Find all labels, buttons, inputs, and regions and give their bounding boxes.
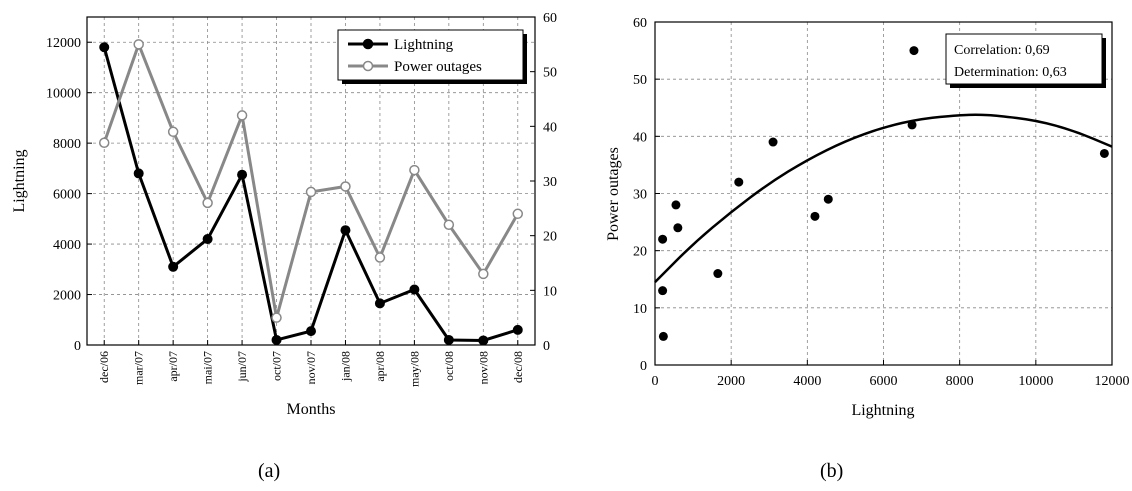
outages-point bbox=[305, 186, 317, 198]
lightning-point bbox=[133, 168, 144, 179]
lightning-point bbox=[271, 334, 282, 345]
lightning-point bbox=[237, 169, 248, 180]
x-tick-label: 10000 bbox=[1018, 374, 1053, 389]
x-tick-label: nov/08 bbox=[476, 351, 490, 384]
outages-point bbox=[167, 126, 179, 138]
scatter-point bbox=[907, 120, 917, 130]
outages-point bbox=[443, 219, 455, 230]
legend-label: Power outages bbox=[394, 59, 482, 75]
scatter-point bbox=[810, 211, 820, 221]
y-axis-title: Power outages bbox=[605, 147, 622, 241]
scatter-point bbox=[909, 46, 919, 56]
scatter-point bbox=[658, 234, 668, 244]
lightning-point bbox=[340, 225, 351, 236]
scatter-point bbox=[673, 223, 683, 233]
scatter-point bbox=[734, 177, 744, 187]
scatter-point bbox=[1099, 148, 1109, 158]
y-tick-label: 2000 bbox=[53, 289, 81, 304]
lightning-point bbox=[409, 284, 420, 295]
y2-tick-label: 30 bbox=[543, 175, 557, 190]
y-tick-label: 0 bbox=[640, 359, 647, 374]
lightning-point bbox=[478, 335, 489, 346]
legend-label: Lightning bbox=[394, 37, 454, 53]
y-tick-label: 10000 bbox=[46, 87, 81, 102]
x-tick-label: 2000 bbox=[717, 374, 745, 389]
caption-a: (a) bbox=[258, 460, 281, 482]
outages-point bbox=[512, 208, 524, 220]
legend-box bbox=[337, 29, 524, 81]
y-tick-label: 20 bbox=[633, 245, 647, 260]
y-tick-label: 12000 bbox=[46, 36, 81, 51]
y-tick-label: 4000 bbox=[53, 238, 81, 253]
lightning-point bbox=[202, 234, 213, 245]
lightning-point bbox=[306, 326, 316, 337]
x-tick-label: 8000 bbox=[946, 374, 974, 389]
scatter-point bbox=[671, 200, 681, 210]
x-tick-label: nov/07 bbox=[304, 351, 318, 384]
outages-point bbox=[236, 110, 248, 121]
lightning-point bbox=[512, 324, 523, 335]
scatter-point bbox=[823, 194, 833, 204]
y-tick-label: 8000 bbox=[53, 137, 81, 152]
lightning-point bbox=[443, 334, 454, 345]
x-tick-label: 12000 bbox=[1095, 374, 1130, 389]
outages-point bbox=[202, 197, 213, 209]
x-axis-title: Months bbox=[287, 401, 336, 418]
outages-point bbox=[271, 312, 282, 323]
outages-point bbox=[478, 268, 489, 280]
outages-point bbox=[374, 252, 386, 263]
trend-curve bbox=[654, 113, 1113, 283]
lightning-point bbox=[168, 261, 179, 272]
correlation-label: Correlation: 0,69 bbox=[954, 43, 1050, 58]
y-tick-label: 60 bbox=[633, 16, 647, 31]
x-tick-label: mai/07 bbox=[201, 351, 215, 384]
x-tick-label: mar/07 bbox=[132, 351, 146, 385]
x-tick-label: 4000 bbox=[793, 374, 821, 389]
y-tick-label: 10 bbox=[633, 302, 647, 317]
determination-label: Determination: 0,63 bbox=[954, 65, 1067, 80]
x-tick-label: apr/07 bbox=[166, 351, 180, 382]
x-axis-title: Lightning bbox=[851, 402, 914, 419]
scatter-point bbox=[768, 137, 778, 147]
outages-point bbox=[409, 164, 420, 176]
lightning-point bbox=[374, 298, 385, 309]
x-tick-label: dec/08 bbox=[511, 351, 525, 383]
y-axis-title: Lightning bbox=[11, 149, 28, 212]
x-tick-label: dec/06 bbox=[97, 351, 111, 383]
outages-point bbox=[340, 181, 351, 192]
lightning-point bbox=[99, 42, 110, 53]
y-tick-label: 6000 bbox=[53, 188, 81, 203]
y2-tick-label: 10 bbox=[543, 284, 557, 299]
y-tick-label: 30 bbox=[633, 188, 647, 203]
x-tick-label: oct/07 bbox=[270, 351, 284, 381]
annotation-box bbox=[945, 33, 1103, 85]
scatter-point bbox=[658, 286, 668, 296]
y2-tick-label: 20 bbox=[543, 230, 557, 245]
scatter-point bbox=[658, 331, 668, 341]
x-tick-label: jun/07 bbox=[235, 351, 249, 383]
caption-b: (b) bbox=[820, 460, 844, 482]
legend-swatch-marker bbox=[362, 60, 374, 72]
y-tick-label: 40 bbox=[633, 130, 647, 145]
y-tick-label: 50 bbox=[633, 73, 647, 88]
x-tick-label: apr/08 bbox=[373, 351, 387, 382]
chart-a-svg: 0 2000 4000 6000 8000 10000 12000 0 10 20 30 40 50 60… bbox=[11, 11, 557, 418]
outages-point bbox=[98, 137, 110, 148]
x-tick-label: jan/08 bbox=[338, 351, 352, 382]
y2-tick-label: 40 bbox=[543, 120, 557, 135]
y2-tick-label: 0 bbox=[543, 339, 550, 354]
y2-tick-label: 50 bbox=[543, 66, 557, 81]
y2-tick-label: 60 bbox=[543, 11, 557, 26]
x-tick-label: may/08 bbox=[407, 351, 421, 387]
x-tick-label: 6000 bbox=[870, 374, 898, 389]
x-tick-label: 0 bbox=[652, 374, 659, 389]
y-tick-label: 0 bbox=[74, 339, 81, 354]
legend-swatch-marker bbox=[362, 38, 374, 50]
outages-point bbox=[133, 39, 144, 50]
scatter-point bbox=[713, 269, 723, 279]
x-tick-label: oct/08 bbox=[442, 351, 456, 381]
